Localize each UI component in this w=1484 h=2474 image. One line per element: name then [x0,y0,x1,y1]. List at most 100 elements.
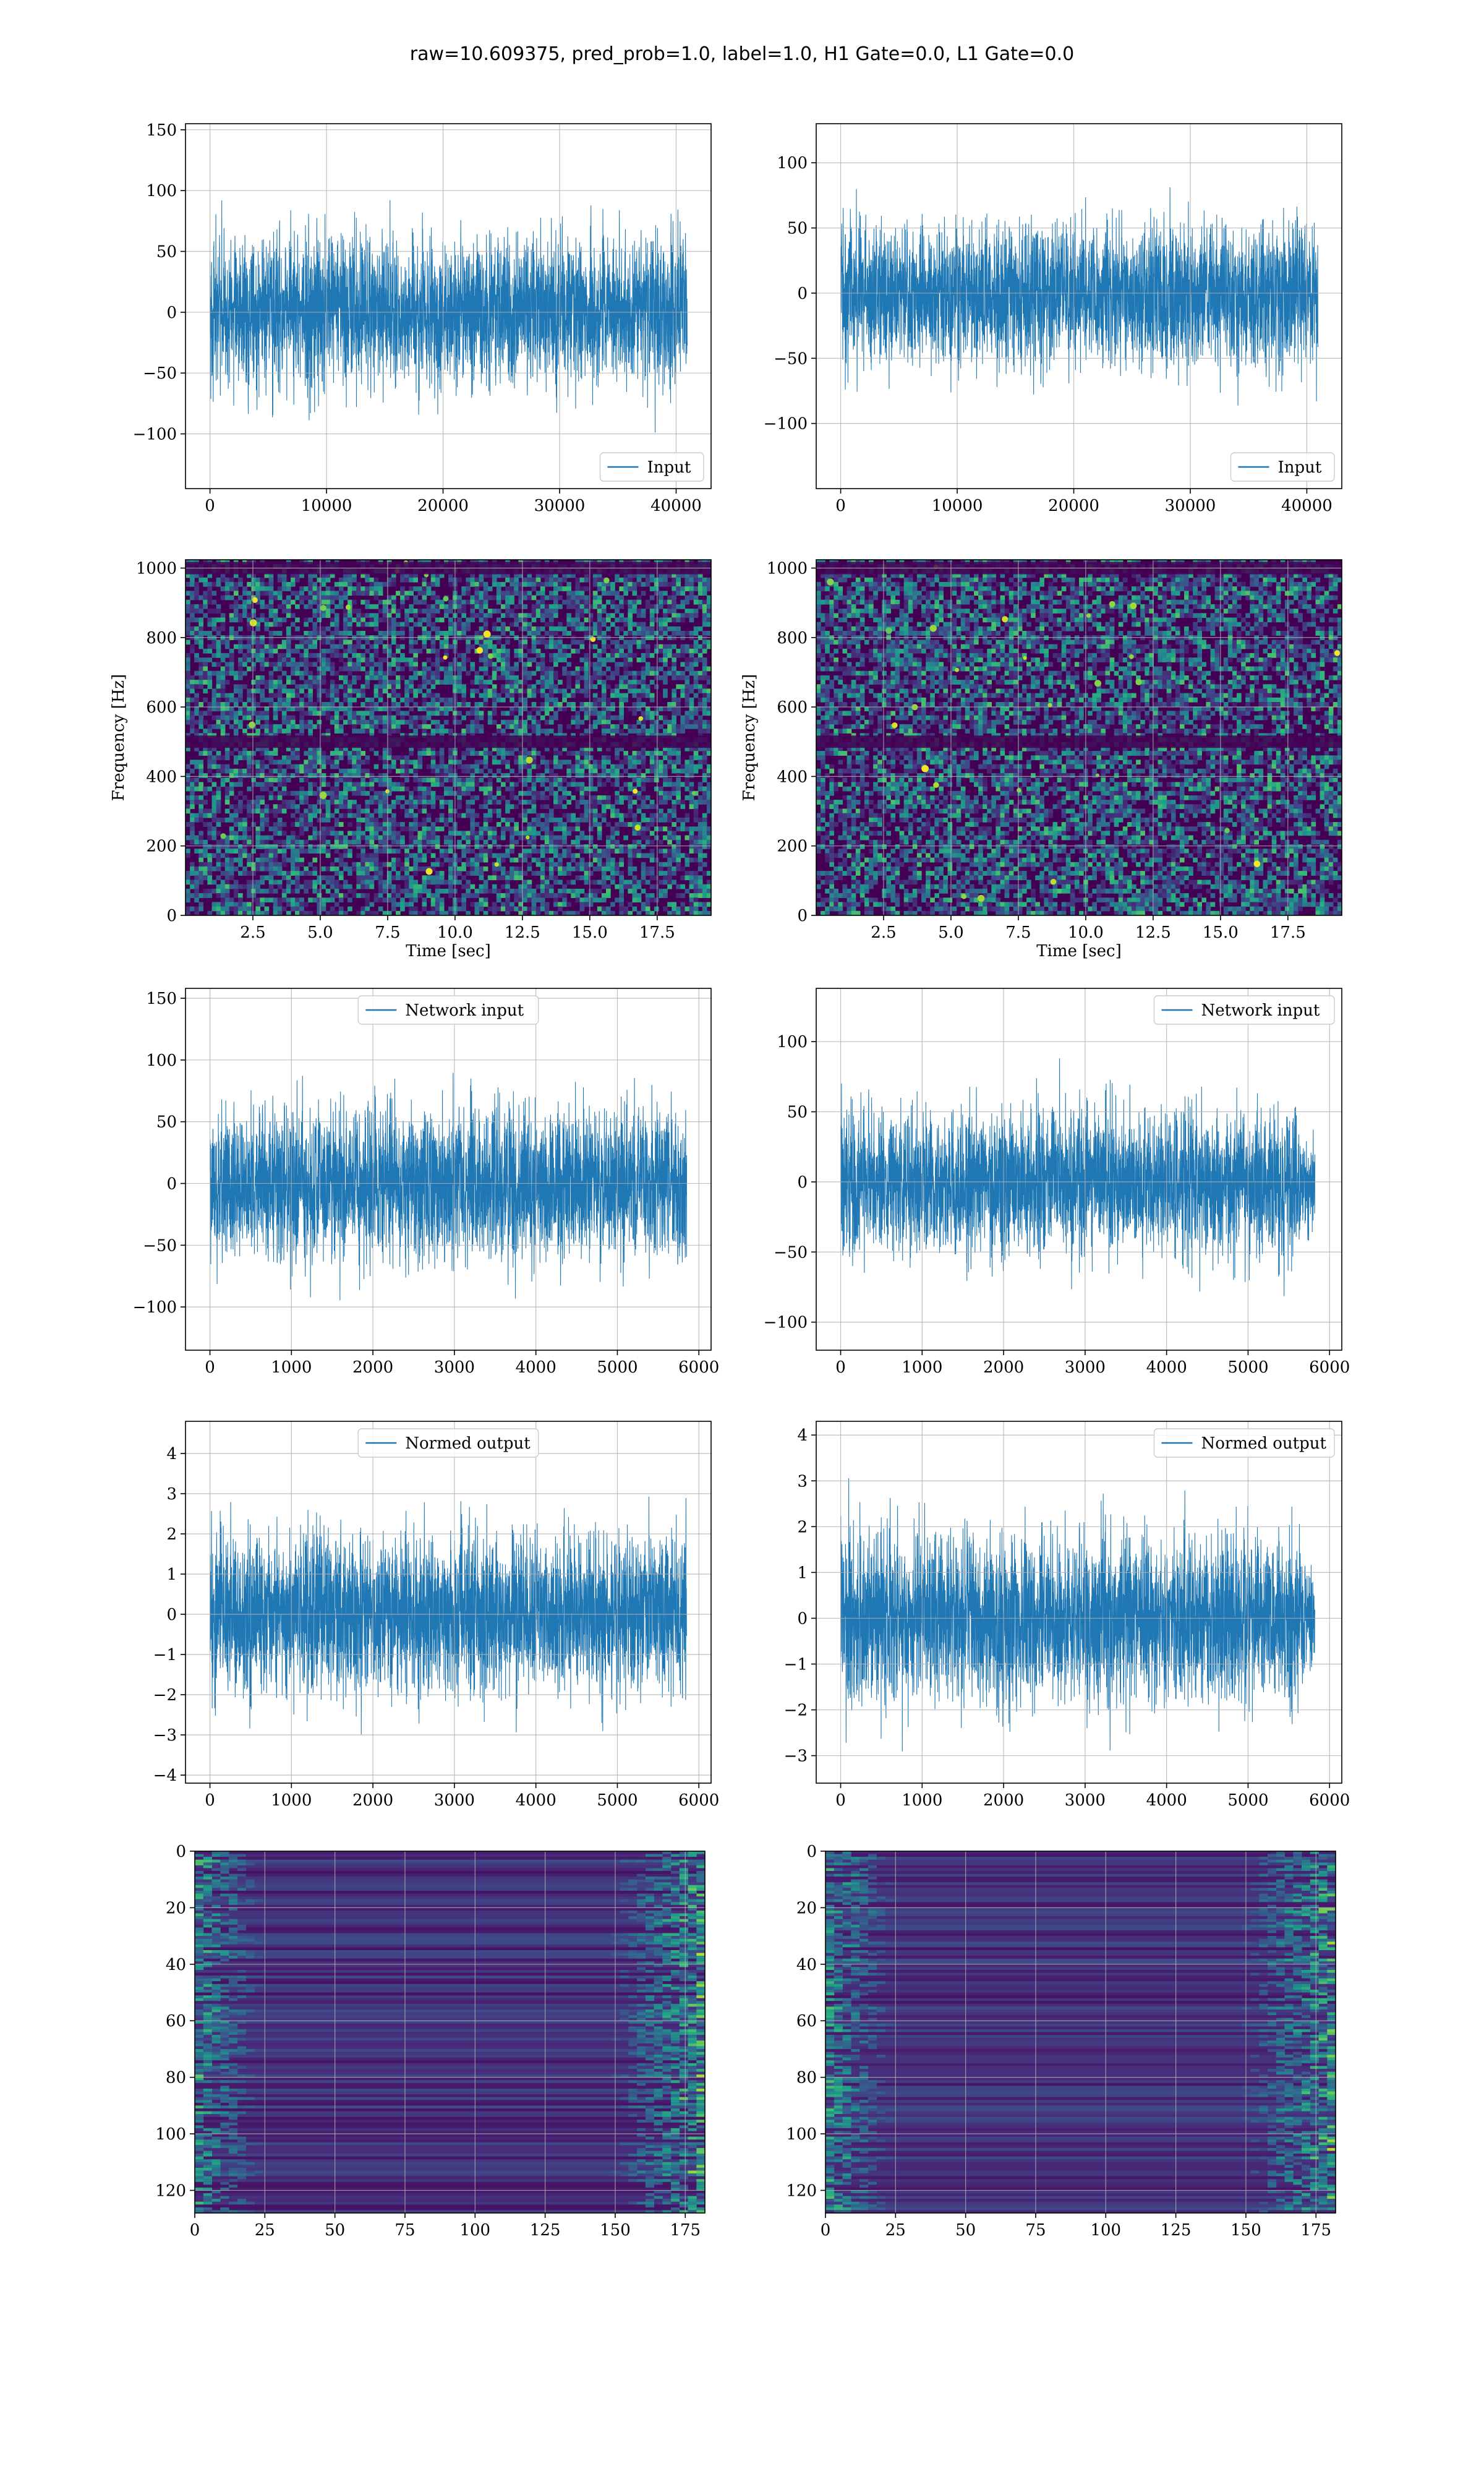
spectrogram-cell [413,760,418,765]
spectrogram-cell [312,782,318,787]
spectrogram-cell [492,773,497,778]
spectrogram-cell [382,670,388,676]
spectrogram-cell [409,604,414,609]
spectrogram-cell [203,839,208,845]
spectrogram-cell [510,581,514,587]
spectrogram-cell [496,595,501,601]
spectrogram-cell [194,591,199,596]
spectrogram-cell [417,835,423,841]
spectrogram-cell [535,613,541,618]
spectrogram-cell [553,599,558,605]
spectrogram-cell [510,711,514,716]
spectrogram-cell [558,577,563,583]
spectrogram-cell [382,746,388,751]
spectrogram-cell [268,853,274,858]
spectrogram-cell [575,648,581,654]
spectrogram-cell [277,657,283,662]
spectrogram-cell [426,795,432,800]
spectrogram-cell [483,648,488,654]
spectrogram-cell [597,862,602,867]
spectrogram-cell [562,853,567,858]
spectrogram-cell [198,813,203,818]
spectrogram-cell [579,795,585,800]
spectrogram-cell [413,702,418,707]
spectrogram-cell [220,670,226,676]
spectrogram-cell [338,853,344,858]
spectrogram-cell [299,675,304,680]
spectrogram-cell [295,849,300,854]
spectrogram-cell [562,888,567,894]
spectrogram-cell [334,724,339,729]
spectrogram-cell [194,786,199,792]
spectrogram-cell [251,662,256,667]
spectrogram-cell [211,760,217,765]
spectrogram-cell [229,715,234,721]
spectrogram-cell [391,697,396,703]
spectrogram-cell [466,626,471,631]
spectrogram-cell [474,910,480,915]
spectrogram-cell [396,719,401,725]
spectrogram-cell [190,822,195,827]
spectrogram-cell [535,773,541,778]
spectrogram-cell [334,631,339,636]
spectrogram-cell [277,790,283,796]
spectrogram-cell [435,817,440,823]
spectrogram-cell [466,831,471,836]
spectrogram-cell [461,884,466,889]
spectrogram-cell [198,670,203,676]
spectrogram-cell [382,764,388,769]
spectrogram-cell [479,729,484,734]
spectrogram-cell [483,822,488,827]
spectrogram-cell [466,804,471,810]
spectrogram-cell [430,768,436,774]
spectrogram-cell [260,653,265,658]
spectrogram-cell [233,609,239,614]
spectrogram-cell [348,577,352,583]
spectrogram-cell [466,599,471,605]
spectrogram-cell [308,617,313,623]
spectrogram-cell [312,880,318,885]
spectrogram-cell [492,839,497,845]
spectrogram-cell [562,631,567,636]
spectrogram-cell [216,631,221,636]
spectrogram-cell [343,577,348,583]
spectrogram-cell [518,857,523,863]
spectrogram-cell [286,640,291,645]
spectrogram-cell [404,808,409,814]
spectrogram-cell [291,839,296,845]
spectrogram-cell [597,813,602,818]
spectrogram-cell [474,853,480,858]
spectrogram-cell [426,657,432,662]
spectrogram-cell [317,617,322,623]
spectrogram-cell [544,835,550,841]
spectrogram-cell [404,573,409,578]
spectrogram-cell [391,760,396,765]
spectrogram-cell [422,631,427,636]
spectrogram-cell [291,666,296,672]
spectrogram-cell [242,751,247,756]
spectrogram-cell [518,724,523,729]
spectrogram-cell [430,706,436,711]
spectrogram-cell [281,586,287,591]
spectrogram-cell [312,844,318,849]
spectrogram-cell [356,880,361,885]
spectrogram-cell [422,617,427,623]
spectrogram-cell [242,849,247,854]
spectrogram-cell [330,831,335,836]
spectrogram-cell [352,675,357,680]
spectrogram-cell [247,773,252,778]
spectrogram-cell [483,697,488,703]
spectrogram-cell [492,675,497,680]
spectrogram-cell [338,871,344,876]
spectrogram-cell [304,662,309,667]
spectrogram-cell [575,715,581,721]
spectrogram-cell [224,786,230,792]
spectrogram-cell [203,849,208,854]
spectrogram-cell [378,835,383,841]
spectrogram-cell [352,644,357,649]
spectrogram-cell [198,817,203,823]
spectrogram-cell [365,817,370,823]
spectrogram-cell [601,581,607,587]
spectrogram-cell [531,688,537,694]
spectrogram-cell [242,729,247,734]
